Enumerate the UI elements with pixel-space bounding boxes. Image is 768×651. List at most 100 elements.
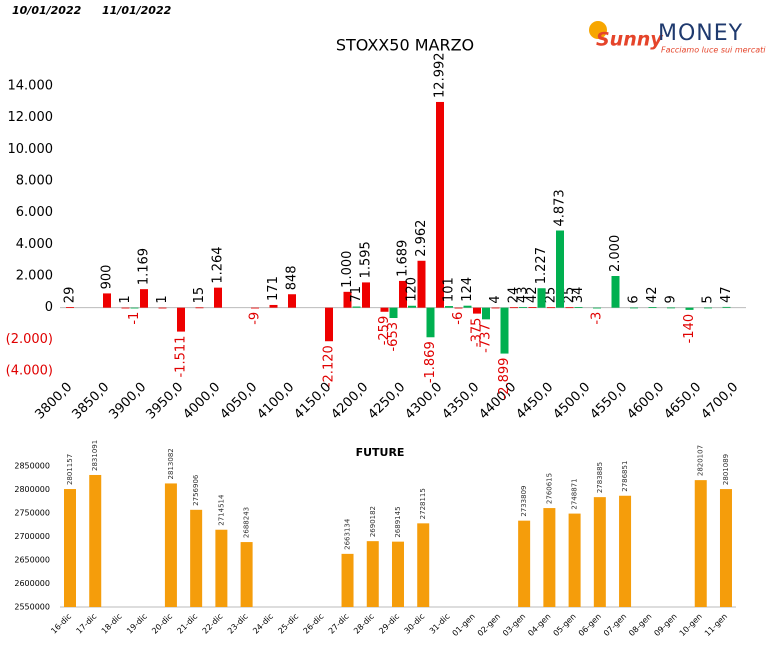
x-tick-label: 4550,0 xyxy=(588,380,631,423)
bar xyxy=(251,307,259,309)
data-label: -1 xyxy=(127,312,142,325)
x-tick-label: 4500,0 xyxy=(551,380,594,423)
bar xyxy=(366,541,379,607)
bar xyxy=(648,307,657,308)
x-tick-label: 17-dic xyxy=(75,612,99,636)
data-label: 101 xyxy=(442,277,457,302)
chart-title: FUTURE xyxy=(356,446,405,459)
data-label: 2786851 xyxy=(621,461,629,492)
x-tick-label: 4300,0 xyxy=(403,380,446,423)
data-label: 43 xyxy=(516,286,531,303)
y-tick-label: 12.000 xyxy=(8,110,54,125)
bar xyxy=(240,542,253,607)
bar xyxy=(380,307,389,312)
x-tick-label: 4100,0 xyxy=(255,380,298,423)
x-tick-label: 4700,0 xyxy=(699,380,742,423)
bar xyxy=(574,307,583,308)
x-tick-label: 11-gen xyxy=(703,612,729,638)
x-tick-label: 3950,0 xyxy=(144,380,187,423)
x-tick-label: 07-gen xyxy=(602,612,628,638)
data-label: -259 xyxy=(377,316,392,346)
data-label: 2813082 xyxy=(167,448,175,479)
bar xyxy=(445,306,453,308)
data-label: 42 xyxy=(525,286,540,303)
data-label: 42 xyxy=(645,286,660,303)
y-tick-label: (4.000) xyxy=(6,364,53,379)
bar xyxy=(417,523,430,607)
data-label: 24 xyxy=(507,287,522,304)
x-tick-label: 20-dic xyxy=(150,612,174,636)
bar xyxy=(491,307,500,309)
data-label: -1.511 xyxy=(174,336,189,378)
data-label: 2714514 xyxy=(217,494,225,526)
data-label: 171 xyxy=(266,276,281,301)
bar xyxy=(269,304,278,308)
x-tick-label: 04-gen xyxy=(526,612,552,638)
x-tick-label: 24-dic xyxy=(251,612,275,636)
bar xyxy=(619,495,632,607)
bar xyxy=(399,280,407,308)
y-tick-label: 8.000 xyxy=(16,174,53,189)
logo-tagline: Facciamo luce sui mercati xyxy=(661,46,766,55)
data-label: 9 xyxy=(664,295,679,303)
data-label: 2.962 xyxy=(414,220,429,257)
bar xyxy=(288,294,296,308)
x-tick-label: 18-dic xyxy=(100,612,124,636)
data-label: 2.000 xyxy=(608,235,623,272)
x-tick-label: 4650,0 xyxy=(662,380,705,423)
data-label: 25 xyxy=(544,287,559,304)
bar xyxy=(408,305,416,308)
x-tick-label: 3800,0 xyxy=(33,380,76,423)
x-tick-label: 10-gen xyxy=(678,612,704,638)
y-tick-label: 2750000 xyxy=(14,509,50,518)
bar xyxy=(694,480,707,607)
data-label: 12.992 xyxy=(433,52,448,98)
x-tick-label: 16-dic xyxy=(49,612,73,636)
x-tick-label: 30-dic xyxy=(403,612,427,636)
bar xyxy=(543,508,556,607)
data-label: -2.120 xyxy=(322,345,337,387)
x-tick-label: 4000,0 xyxy=(181,380,224,423)
bar xyxy=(510,307,518,309)
data-label: 848 xyxy=(285,265,300,290)
bar xyxy=(362,282,370,308)
data-label: 2748871 xyxy=(571,478,579,509)
x-tick-label: 26-dic xyxy=(302,612,326,636)
data-label: 2663134 xyxy=(344,518,352,550)
x-tick-label: 4250,0 xyxy=(366,380,409,423)
bar xyxy=(325,307,333,342)
x-tick-label: 19-dic xyxy=(125,612,149,636)
bar xyxy=(473,307,481,314)
data-label: 2801089 xyxy=(722,454,730,485)
data-label: 2689145 xyxy=(394,506,402,537)
bar xyxy=(436,101,444,308)
bar xyxy=(593,497,606,607)
data-label: 2728115 xyxy=(419,488,427,519)
data-label: 47 xyxy=(719,286,734,303)
bar xyxy=(568,513,581,607)
data-label: 2831091 xyxy=(91,440,99,471)
logo-sun xyxy=(589,21,607,39)
data-label: 2733809 xyxy=(520,485,528,516)
bar xyxy=(528,307,537,308)
x-tick-label: 09-gen xyxy=(652,612,678,638)
bar xyxy=(463,305,472,308)
data-label: 2690182 xyxy=(369,506,377,537)
bar xyxy=(158,307,167,309)
bar xyxy=(103,293,111,308)
chart-title: STOXX50 MARZO xyxy=(336,36,474,55)
y-tick-label: 2600000 xyxy=(14,579,50,588)
data-label: 1 xyxy=(118,295,133,303)
bar xyxy=(519,306,527,308)
data-label: -2.899 xyxy=(497,358,512,400)
x-tick-label: 08-gen xyxy=(627,612,653,638)
x-tick-label: 01-gen xyxy=(451,612,477,638)
x-tick-label: 27-dic xyxy=(327,612,351,636)
data-label: -1.869 xyxy=(423,341,438,383)
x-tick-label: 4350,0 xyxy=(440,380,483,423)
data-label: 124 xyxy=(460,277,475,302)
data-label: -9 xyxy=(248,312,263,325)
bar xyxy=(417,260,426,308)
y-tick-label: 14.000 xyxy=(8,79,54,94)
x-tick-label: 3900,0 xyxy=(107,380,150,423)
